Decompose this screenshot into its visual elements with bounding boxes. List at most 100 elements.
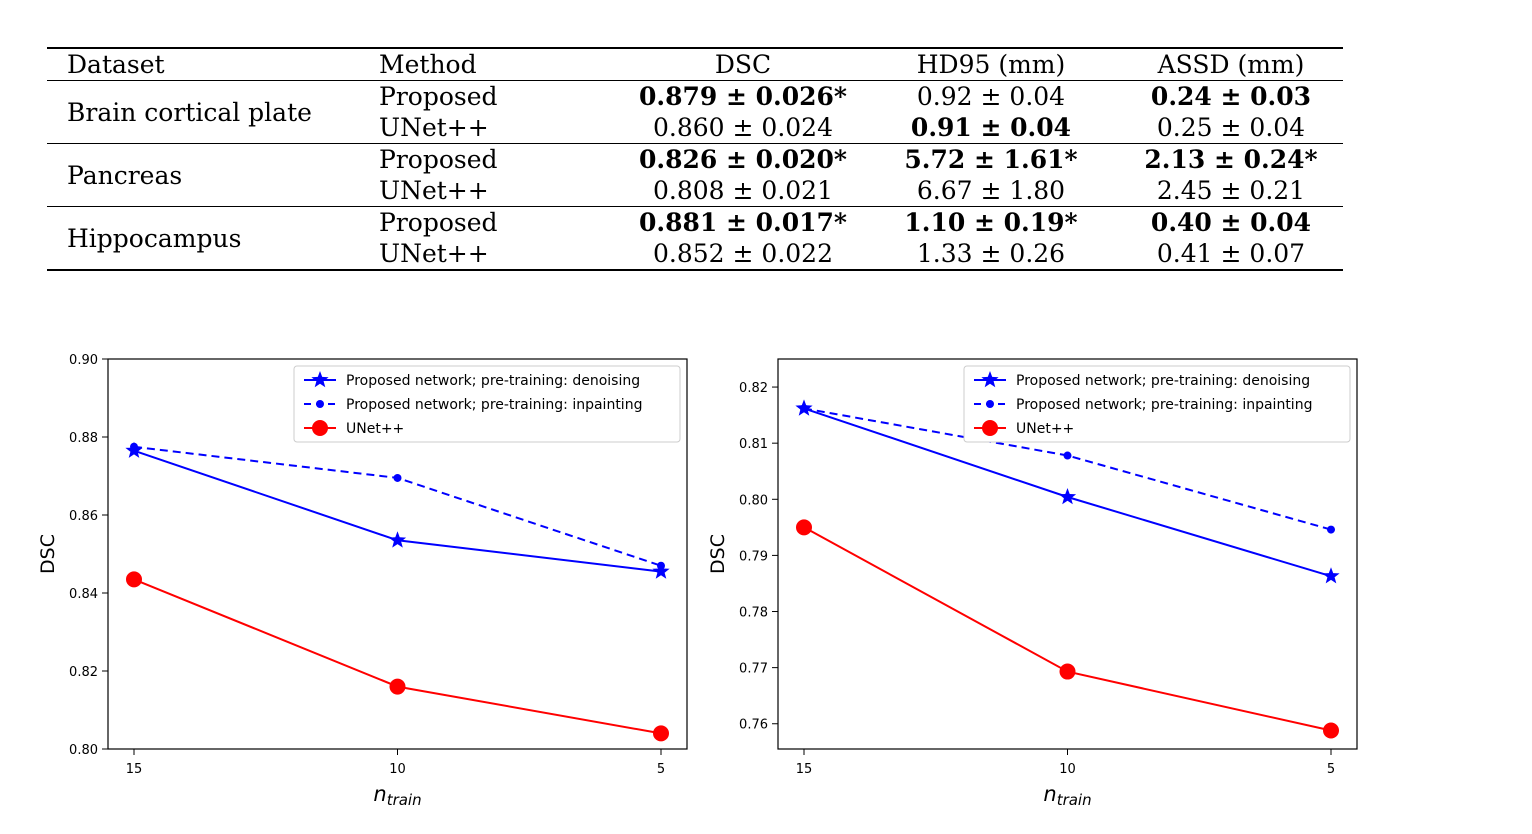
- table-row: UNet++ 0.808 ± 0.021 6.67 ± 1.80 2.45 ± …: [47, 175, 1343, 207]
- table-header-row: Dataset Method DSC HD95 (mm) ASSD (mm): [47, 48, 1343, 81]
- group-brain-cortical-plate: Brain cortical plate Proposed 0.879 ± 0.…: [47, 81, 1343, 144]
- circle-marker: [312, 420, 328, 436]
- x-axis-label: ntrain: [1043, 782, 1091, 809]
- dsc-cell: 0.852 ± 0.022: [653, 239, 833, 268]
- y-tick-label: 0.79: [739, 549, 768, 564]
- y-axis-label: DSC: [37, 534, 59, 574]
- dataset-cell: Brain cortical plate: [67, 97, 312, 127]
- y-tick-label: 0.82: [739, 381, 768, 396]
- group-hippocampus: Hippocampus Proposed 0.881 ± 0.017* 1.10…: [47, 207, 1343, 270]
- header-dataset: Dataset: [67, 50, 165, 79]
- star-marker: [1322, 567, 1340, 584]
- dot-marker: [1327, 525, 1335, 534]
- dsc-cell: 0.826 ± 0.020*: [639, 145, 847, 174]
- x-axis-label-base: n: [1043, 782, 1056, 806]
- dsc-cell: 0.860 ± 0.024: [653, 113, 833, 142]
- circle-marker: [389, 678, 406, 695]
- dataset-cell: Hippocampus: [67, 223, 242, 253]
- assd-cell: 2.13 ± 0.24*: [1144, 145, 1318, 174]
- x-tick-label: 5: [657, 762, 665, 777]
- legend-label: UNet++: [1016, 421, 1074, 437]
- y-tick-label: 0.88: [69, 431, 98, 446]
- assd-cell: 0.24 ± 0.03: [1150, 82, 1312, 111]
- legend-label: Proposed network; pre-training: inpainti…: [1016, 397, 1312, 413]
- dsc-chart-right: 0.76 0.77 0.78 0.79 0.80 0.81 0.82 15 10 5 DSC ntra…: [707, 358, 1358, 809]
- dsc-cell: 0.879 ± 0.026*: [639, 82, 847, 111]
- assd-cell: 0.41 ± 0.07: [1156, 239, 1306, 268]
- star-marker: [652, 562, 670, 579]
- dot-marker: [130, 442, 138, 451]
- dot-marker: [393, 473, 402, 482]
- circle-marker: [1323, 722, 1339, 739]
- assd-cell: 2.45 ± 0.21: [1156, 176, 1306, 205]
- star-marker: [981, 371, 999, 388]
- series-line: [133, 445, 662, 567]
- legend-label: UNet++: [346, 421, 404, 437]
- series-line: [803, 526, 1332, 732]
- table-row: Hippocampus Proposed 0.881 ± 0.017* 1.10…: [47, 207, 1343, 253]
- circle-marker: [1059, 663, 1076, 680]
- method-cell: UNet++: [379, 113, 489, 142]
- legend: Proposed network; pre-training: denoisin…: [963, 365, 1351, 443]
- series-line: [133, 449, 662, 573]
- header-assd: ASSD (mm): [1157, 50, 1305, 79]
- y-tick-label: 0.80: [739, 493, 768, 508]
- circle-marker: [653, 725, 669, 742]
- method-cell: Proposed: [379, 145, 498, 174]
- star-marker: [311, 371, 329, 388]
- circle-marker: [982, 420, 998, 436]
- dot-marker: [800, 404, 808, 413]
- hd95-cell: 1.33 ± 0.26: [916, 239, 1066, 268]
- x-tick-label: 15: [126, 762, 143, 777]
- y-axis-label: DSC: [707, 534, 729, 574]
- dsc-chart-left: 0.80 0.82 0.84 0.86 0.88 0.90 15 10 5 DSC ntrain Pr…: [37, 353, 688, 809]
- table-row: UNet++ 0.860 ± 0.024 0.91 ± 0.04 0.25 ± …: [47, 112, 1343, 144]
- circle-marker: [796, 519, 812, 536]
- y-tick-label: 0.80: [69, 743, 98, 758]
- dot-marker: [657, 561, 665, 570]
- legend-label: Proposed network; pre-training: denoisin…: [346, 373, 640, 389]
- y-tick-label: 0.78: [739, 606, 768, 621]
- method-cell: UNet++: [379, 176, 489, 205]
- star-marker: [1058, 488, 1077, 505]
- hd95-cell: 1.10 ± 0.19*: [904, 208, 1078, 237]
- method-cell: Proposed: [379, 208, 498, 237]
- group-pancreas: Pancreas Proposed 0.826 ± 0.020* 5.72 ± …: [47, 144, 1343, 207]
- y-tick-label: 0.77: [739, 662, 768, 677]
- table-row: Pancreas Proposed 0.826 ± 0.020* 5.72 ± …: [47, 144, 1343, 190]
- y-tick-label: 0.86: [69, 509, 98, 524]
- x-axis-label-subscript: train: [387, 791, 422, 809]
- x-axis-label-base: n: [373, 782, 386, 806]
- table-row: Brain cortical plate Proposed 0.879 ± 0.…: [47, 81, 1343, 127]
- legend-label: Proposed network; pre-training: inpainti…: [346, 397, 642, 413]
- hd95-cell: 6.67 ± 1.80: [916, 176, 1066, 205]
- method-cell: UNet++: [379, 239, 489, 268]
- y-tick-label: 0.81: [739, 437, 768, 452]
- plot-frame: [777, 358, 1358, 750]
- legend-box: [963, 365, 1351, 443]
- dot-marker: [1063, 451, 1072, 460]
- dataset-cell: Pancreas: [67, 160, 183, 190]
- legend-label: Proposed network; pre-training: denoisin…: [1016, 373, 1310, 389]
- y-tick-label: 0.84: [69, 587, 98, 602]
- x-tick-label: 5: [1327, 762, 1335, 777]
- x-tick-label: 10: [1059, 762, 1076, 777]
- hd95-cell: 5.72 ± 1.61*: [904, 145, 1078, 174]
- method-cell: Proposed: [379, 82, 498, 111]
- x-tick-label: 10: [389, 762, 406, 777]
- dot-marker: [986, 400, 994, 408]
- x-axis-label-subscript: train: [1057, 791, 1092, 809]
- header-method: Method: [379, 50, 477, 79]
- dot-marker: [316, 400, 324, 408]
- plot-frame: [107, 358, 688, 750]
- hd95-cell: 0.91 ± 0.04: [910, 113, 1072, 142]
- dsc-cell: 0.881 ± 0.017*: [639, 208, 847, 237]
- hd95-cell: 0.92 ± 0.04: [916, 82, 1066, 111]
- x-tick-label: 15: [796, 762, 813, 777]
- legend-box: [293, 365, 681, 443]
- table-row: UNet++ 0.852 ± 0.022 1.33 ± 0.26 0.41 ± …: [47, 238, 1343, 270]
- series-line: [133, 578, 662, 735]
- results-table: Dataset Method DSC HD95 (mm) ASSD (mm) B…: [47, 47, 1343, 271]
- x-axis-label: ntrain: [373, 782, 421, 809]
- y-tick-label: 0.90: [69, 353, 98, 368]
